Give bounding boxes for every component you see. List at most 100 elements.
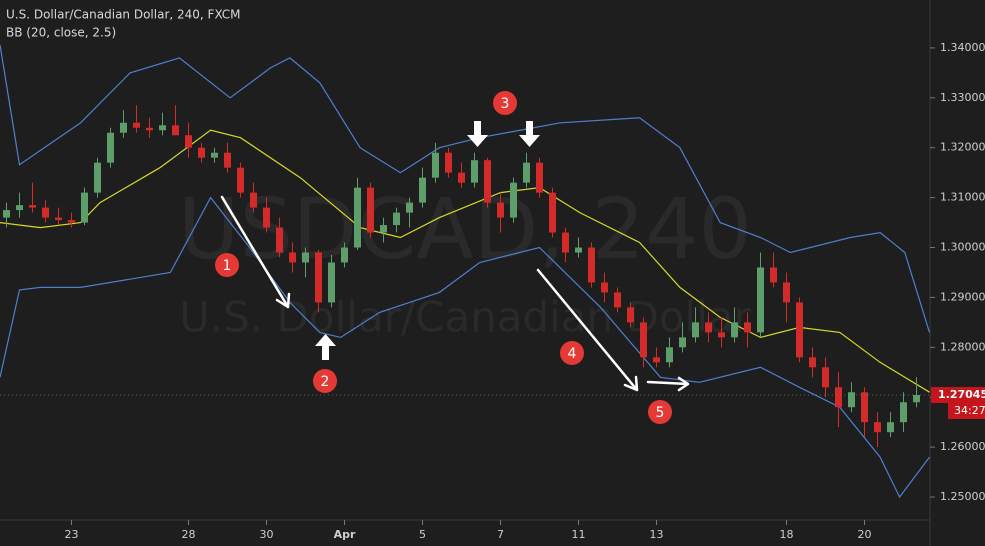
- bollinger-band: [0, 129, 930, 393]
- annotation-number: 5: [656, 405, 665, 421]
- candle-body: [289, 252, 296, 263]
- candle-body: [29, 205, 36, 208]
- arrow: [646, 376, 690, 392]
- candle-body: [81, 192, 88, 223]
- countdown-label: 34:27: [954, 404, 985, 417]
- candle-body: [172, 125, 179, 136]
- candle-body: [263, 207, 270, 228]
- candle-body: [822, 367, 829, 388]
- candle-body: [107, 132, 114, 163]
- candle-body: [497, 202, 504, 218]
- y-tick-label: 1.25000: [940, 490, 985, 503]
- candle-body: [588, 247, 595, 283]
- candle-body: [562, 232, 569, 253]
- candle-body: [445, 152, 452, 173]
- bollinger-band: [0, 196, 930, 499]
- candle-body: [913, 394, 920, 403]
- annotation-badge: [560, 341, 584, 365]
- candle-body: [718, 332, 725, 338]
- y-tick-label: 1.32000: [940, 141, 985, 154]
- last-price-box: [931, 386, 985, 403]
- plot: [0, 44, 931, 499]
- annotation-number: 1: [223, 258, 232, 274]
- annotation-badge: [648, 400, 672, 424]
- candle-body: [536, 162, 543, 193]
- candle-body: [848, 392, 855, 408]
- candle-body: [276, 227, 283, 253]
- annotation-badge: [493, 91, 517, 115]
- candle-body: [198, 147, 205, 158]
- candle-body: [549, 192, 556, 233]
- candle-body: [237, 167, 244, 193]
- candle-body: [42, 207, 49, 218]
- candle-body: [146, 127, 153, 131]
- countdown-box: [948, 402, 985, 419]
- down-arrow: [519, 121, 540, 147]
- y-tick-label: 1.26000: [940, 440, 985, 453]
- x-tick-label: 7: [497, 528, 504, 541]
- candle-body: [380, 225, 387, 233]
- candle-body: [250, 192, 257, 208]
- candle-body: [341, 247, 348, 263]
- annotation-number: 3: [501, 96, 510, 112]
- candle-body: [432, 152, 439, 178]
- candle-body: [159, 125, 166, 131]
- candle-body: [484, 160, 491, 203]
- y-tick-label: 1.33000: [940, 91, 985, 104]
- candle-body: [861, 392, 868, 423]
- chart-title: U.S. Dollar/Canadian Dollar, 240, FXCM: [6, 8, 241, 22]
- pointer-arrows: [315, 121, 540, 360]
- candle-body: [458, 172, 465, 183]
- candle-body: [523, 162, 530, 183]
- annotation-number: 2: [321, 374, 330, 390]
- y-tick-label: 1.28000: [940, 340, 985, 353]
- indicator-label: BB (20, close, 2.5): [6, 26, 116, 40]
- candle-body: [653, 357, 660, 363]
- x-tick-label: 23: [65, 528, 79, 541]
- candle-body: [211, 152, 218, 158]
- candle-body: [757, 267, 764, 333]
- arrow: [220, 195, 291, 309]
- candle-body: [796, 302, 803, 358]
- arrow: [536, 268, 639, 392]
- candle-body: [783, 282, 790, 303]
- candle-body: [367, 187, 374, 233]
- candle-body: [315, 252, 322, 303]
- candle-body: [666, 347, 673, 363]
- x-tick-label: 20: [858, 528, 872, 541]
- candle-body: [16, 205, 23, 211]
- candle-body: [302, 252, 309, 263]
- candle-body: [900, 402, 907, 423]
- candle-body: [627, 307, 634, 323]
- candle-body: [393, 212, 400, 226]
- candle-body: [744, 322, 751, 333]
- candle-body: [120, 122, 127, 133]
- candle-body: [471, 160, 478, 183]
- candle-body: [406, 202, 413, 213]
- x-tick-label: 11: [572, 528, 586, 541]
- candle-body: [328, 262, 335, 303]
- candle-body: [640, 322, 647, 358]
- x-tick-label: 5: [419, 528, 426, 541]
- candle-body: [575, 247, 582, 253]
- candle-body: [679, 337, 686, 348]
- candle-body: [510, 182, 517, 218]
- x-tick-label: 30: [260, 528, 274, 541]
- candle-body: [809, 357, 816, 368]
- x-tick-label: 28: [182, 528, 196, 541]
- x-tick-label: Apr: [334, 528, 356, 541]
- candle-body: [770, 267, 777, 283]
- annotation-badge: [313, 369, 337, 393]
- candle-body: [705, 322, 712, 333]
- x-tick-label: 18: [780, 528, 794, 541]
- candle-body: [185, 135, 192, 148]
- candle-body: [874, 422, 881, 433]
- candle-body: [835, 387, 842, 408]
- candle-body: [887, 422, 894, 433]
- candle-body: [692, 322, 699, 338]
- up-arrow: [315, 334, 336, 360]
- candle-body: [3, 210, 10, 218]
- down-arrow: [467, 121, 488, 147]
